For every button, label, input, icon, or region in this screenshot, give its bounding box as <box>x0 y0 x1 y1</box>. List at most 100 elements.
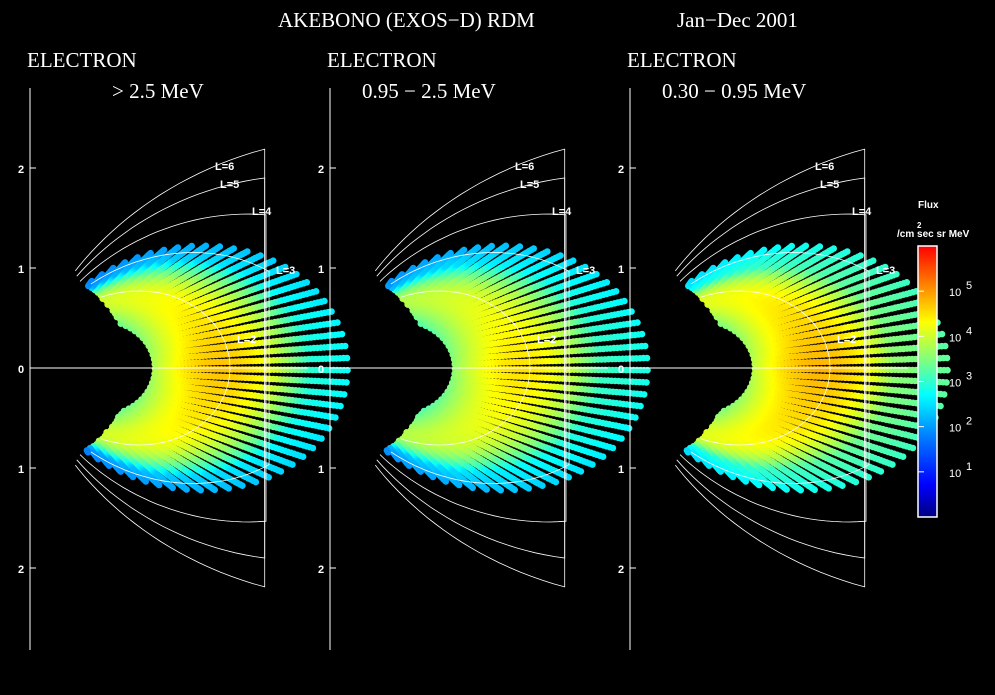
axis-tick-label: 2 <box>318 564 324 576</box>
l-shell-label: L=2 <box>237 334 256 346</box>
axis-tick-label: 2 <box>18 164 24 176</box>
flux-point <box>525 485 532 492</box>
flux-point <box>557 252 564 259</box>
axis-tick-label: 0 <box>18 364 24 376</box>
flux-point <box>252 478 260 486</box>
flux-point <box>632 414 639 421</box>
date-range: Jan−Dec 2001 <box>677 8 798 32</box>
flux-point <box>612 288 620 295</box>
l-shell-label: L=4 <box>552 206 572 218</box>
flux-point <box>147 249 154 257</box>
flux-point <box>312 288 320 295</box>
panel-energy: 0.95 − 2.5 MeV <box>362 79 496 103</box>
l-shell-label: L=6 <box>515 161 534 173</box>
flux-point <box>511 486 518 494</box>
flux-point <box>643 379 650 386</box>
flux-point <box>589 461 596 468</box>
flux-point <box>384 449 392 456</box>
flux-point <box>599 453 607 461</box>
flux-point <box>334 319 341 326</box>
flux-point <box>634 319 641 326</box>
flux-point <box>539 482 546 490</box>
axis-tick-label: 2 <box>318 164 324 176</box>
flux-point <box>429 473 437 481</box>
flux-point <box>488 242 496 250</box>
flux-point <box>447 249 454 257</box>
flux-point <box>637 402 644 410</box>
flux-point <box>328 308 335 315</box>
l-shell-label: L=2 <box>537 334 556 346</box>
flux-point <box>337 402 344 410</box>
flux-point <box>625 425 633 432</box>
flux-point <box>244 248 251 255</box>
flux-point <box>340 391 348 398</box>
l-shell-label: L=3 <box>576 265 595 277</box>
flux-point <box>641 342 649 350</box>
axis-tick-label: 1 <box>318 464 324 476</box>
flux-point <box>638 330 646 338</box>
flux-point <box>299 453 307 461</box>
flux-point <box>225 485 232 492</box>
flux-point <box>502 242 510 250</box>
flux-point <box>160 246 168 254</box>
flux-point <box>455 481 463 489</box>
flux-point <box>84 449 92 456</box>
flux-point <box>197 486 204 494</box>
flux-point <box>577 468 585 475</box>
flux-point <box>216 243 224 250</box>
flux-point <box>325 425 333 432</box>
flux-point <box>343 379 350 386</box>
flux-point <box>174 244 182 251</box>
panel-particle: ELECTRON <box>327 48 437 72</box>
l-shell-label: L=5 <box>220 179 239 191</box>
panel-particle: ELECTRON <box>627 48 737 72</box>
flux-point <box>483 486 490 493</box>
axis-tick-label: 0 <box>318 364 324 376</box>
flux-point <box>544 248 551 255</box>
axis-tick-label: 2 <box>18 564 24 576</box>
axis-tick-label: 1 <box>318 264 324 276</box>
flux-point <box>442 478 450 485</box>
flux-point <box>405 462 413 470</box>
flux-point <box>618 435 625 442</box>
flux-point <box>434 254 441 261</box>
flux-point <box>530 245 537 252</box>
flux-point <box>142 478 150 485</box>
panel-2: ELECTRON 0.95 − 2.5 MeV 2 1 0 1 2 L=6 L=5 L=4 L=3 L… <box>318 48 651 650</box>
flux-point <box>516 243 524 250</box>
l-shell-label: L=3 <box>276 265 295 277</box>
flux-point <box>269 257 277 265</box>
flux-point <box>569 257 577 265</box>
flux-point <box>552 478 560 486</box>
flux-point <box>230 245 237 252</box>
flux-point <box>303 279 311 286</box>
flux-point <box>460 246 468 254</box>
flux-point <box>341 342 349 350</box>
flux-point <box>497 486 505 494</box>
l-shell-label: L=5 <box>520 179 539 191</box>
flux-point <box>318 435 325 442</box>
flux-point <box>134 254 141 261</box>
panel-energy: 0.30 − 0.95 MeV <box>662 79 806 103</box>
flux-point <box>338 330 346 338</box>
flux-point <box>129 473 137 481</box>
flux-point <box>211 486 218 494</box>
flux-point <box>640 391 648 398</box>
l-shell-label: L=4 <box>252 206 272 218</box>
flux-point <box>257 252 264 259</box>
flux-point <box>643 354 651 362</box>
axis-tick-label: 1 <box>18 264 24 276</box>
flux-point <box>277 468 285 475</box>
panel-energy: > 2.5 MeV <box>112 79 204 103</box>
flux-point <box>309 444 317 452</box>
flux-point <box>628 308 635 315</box>
flux-point <box>239 482 246 490</box>
panel-particle: ELECTRON <box>27 48 137 72</box>
panels: ELECTRON> 2.5 MeV21012L=6L=5L=4L=3L=2ELE… <box>18 48 951 650</box>
figure-title: AKEBONO (EXOS−D) RDM <box>278 8 535 32</box>
flux-point <box>183 486 190 493</box>
flux-point <box>474 244 482 251</box>
